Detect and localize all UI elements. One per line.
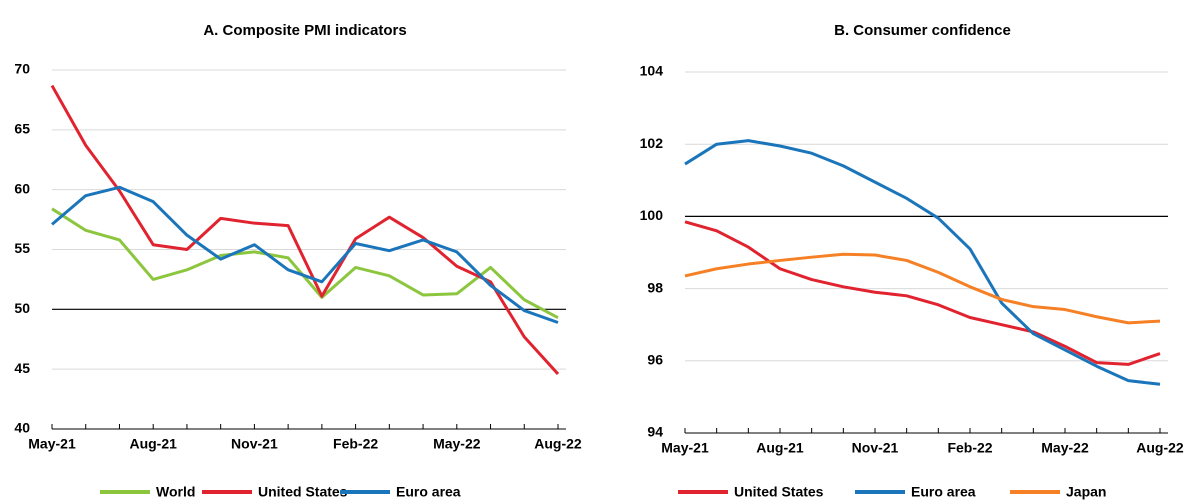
legend-label: World [156, 484, 195, 500]
y-tick-label: 94 [647, 424, 663, 440]
y-tick-label: 45 [14, 360, 30, 376]
x-tick-label: Aug-21 [129, 436, 177, 452]
x-tick-label: May-22 [433, 436, 481, 452]
x-tick-label: Aug-21 [756, 440, 804, 456]
x-tick-label: May-21 [661, 440, 709, 456]
y-tick-label: 104 [640, 63, 664, 79]
legend-label: Euro area [911, 484, 976, 500]
x-tick-label: May-22 [1041, 440, 1089, 456]
y-tick-label: 102 [640, 135, 664, 151]
x-tick-label: Feb-22 [947, 440, 992, 456]
series-line [684, 252, 1161, 325]
x-tick-label: Feb-22 [333, 436, 378, 452]
series-line [684, 139, 1161, 386]
y-tick-label: 98 [647, 279, 663, 295]
chart-title: B. Consumer confidence [834, 22, 1011, 39]
y-tick-label: 55 [14, 240, 30, 256]
y-tick-label: 60 [14, 180, 30, 196]
series-line [51, 185, 559, 324]
series-line [51, 207, 559, 320]
y-tick-label: 100 [640, 207, 664, 223]
y-tick-label: 70 [14, 61, 30, 77]
x-tick-label: Nov-21 [852, 440, 899, 456]
x-tick-label: May-21 [28, 436, 76, 452]
y-tick-label: 65 [14, 121, 30, 137]
series-line [50, 84, 560, 375]
legend-label: Euro area [396, 484, 461, 500]
legend-label: Japan [1066, 484, 1106, 500]
series-line [684, 220, 1161, 366]
x-tick-label: Aug-22 [1136, 440, 1184, 456]
legend-label: United States [734, 484, 824, 500]
x-tick-label: Aug-22 [534, 436, 582, 452]
y-tick-label: 96 [647, 352, 663, 368]
chart-title: A. Composite PMI indicators [203, 22, 406, 39]
y-tick-label: 40 [14, 420, 30, 436]
x-tick-label: Nov-21 [231, 436, 278, 452]
y-tick-label: 50 [14, 300, 30, 316]
legend-label: United States [258, 484, 348, 500]
